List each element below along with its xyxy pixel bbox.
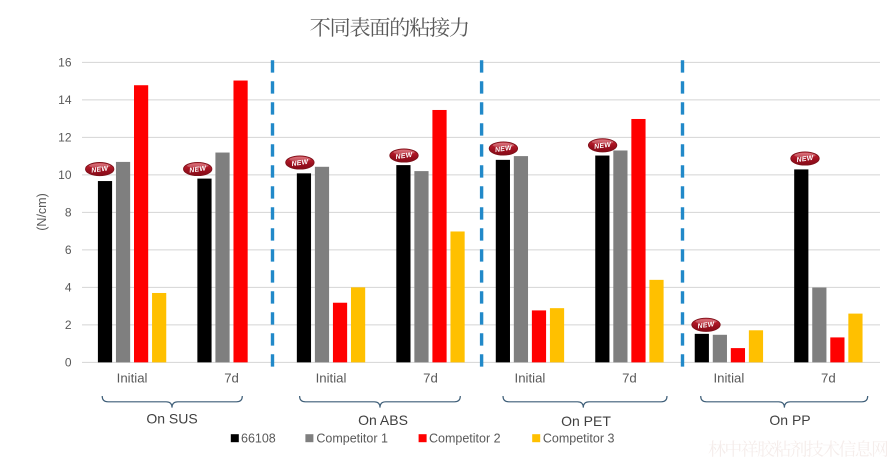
svg-text:On PET: On PET (561, 413, 611, 429)
svg-text:66108: 66108 (241, 432, 276, 446)
svg-text:Competitor 3: Competitor 3 (543, 432, 615, 446)
svg-text:7d: 7d (821, 370, 836, 385)
svg-text:NEW: NEW (697, 321, 715, 330)
svg-text:On ABS: On ABS (358, 412, 408, 428)
svg-text:Competitor 1: Competitor 1 (316, 432, 388, 446)
svg-text:7d: 7d (622, 370, 637, 385)
svg-text:NEW: NEW (91, 165, 109, 174)
svg-text:On SUS: On SUS (146, 411, 197, 427)
svg-text:10: 10 (58, 168, 72, 182)
svg-text:NEW: NEW (291, 159, 309, 168)
svg-text:NEW: NEW (594, 142, 612, 151)
svg-text:14: 14 (58, 93, 72, 107)
svg-text:Initial: Initial (713, 370, 744, 385)
svg-text:Initial: Initial (117, 370, 148, 385)
svg-text:2: 2 (65, 318, 72, 332)
svg-text:7d: 7d (224, 370, 239, 385)
svg-text:8: 8 (65, 206, 72, 220)
svg-text:Competitor 2: Competitor 2 (429, 432, 501, 446)
svg-text:4: 4 (65, 281, 72, 295)
svg-text:NEW: NEW (796, 155, 814, 164)
svg-text:NEW: NEW (495, 145, 513, 154)
svg-text:NEW: NEW (395, 152, 413, 161)
svg-text:Initial: Initial (515, 370, 546, 385)
svg-text:12: 12 (58, 131, 72, 145)
svg-text:Initial: Initial (316, 370, 347, 385)
svg-text:On PP: On PP (769, 412, 810, 428)
svg-text:16: 16 (58, 56, 72, 70)
svg-text:(N/cm): (N/cm) (35, 193, 49, 231)
svg-text:NEW: NEW (189, 165, 207, 174)
svg-text:7d: 7d (423, 370, 438, 385)
svg-text:6: 6 (65, 243, 72, 257)
svg-text:0: 0 (65, 356, 72, 370)
